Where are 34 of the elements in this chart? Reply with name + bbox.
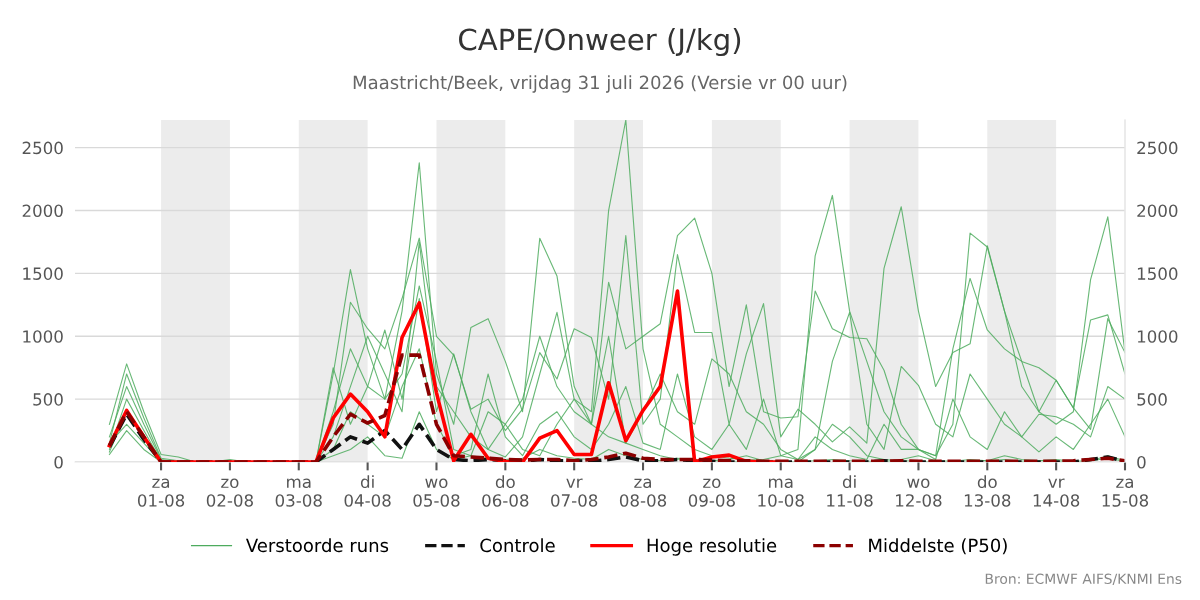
x-tick-label: vr 14-08	[1033, 478, 1080, 507]
x-tick-label: di 04-08	[344, 475, 391, 507]
y2-tick-label: 2500	[1137, 141, 1178, 155]
x-tick-label: do 13-08	[964, 475, 1011, 507]
x-tick-label: wo 05-08	[413, 478, 460, 507]
legend-label: Hoge resolutie	[647, 538, 777, 556]
chart-title: CAPE/Onweer (J/kg)	[459, 27, 741, 57]
chart-subtitle: Maastricht/Beek, vrijdag 31 juli 2026 (Versie vr 00 uur)	[353, 75, 847, 93]
y-tick-label: 0	[54, 455, 63, 469]
x-tick-label: ma 03-08	[275, 478, 322, 507]
y2-tick-label: 2000	[1137, 204, 1178, 218]
x-tick-label: do 06-08	[482, 475, 529, 507]
y-tick-label: 500	[33, 393, 63, 406]
legend-label: Verstoorde runs	[245, 538, 389, 553]
legend-label: Controle	[480, 538, 555, 553]
y2-tick-label: 500	[1137, 393, 1167, 406]
x-tick-label: ma 10-08	[758, 478, 804, 507]
y2-tick-label: 1500	[1137, 267, 1178, 280]
y-tick-label: 2000	[22, 204, 63, 218]
x-tick-label: za 01-08	[137, 478, 185, 507]
x-tick-label: zo 02-08	[206, 478, 253, 507]
y2-tick-label: 1000	[1137, 330, 1178, 343]
y-tick-label: 1500	[23, 267, 63, 280]
x-tick-label: wo 12-08	[896, 478, 942, 507]
x-tick-label: di 11-08	[827, 475, 873, 507]
y-tick-label: 1000	[23, 330, 63, 343]
legend-label: Middelste (P50)	[869, 538, 1007, 555]
x-tick-label: zo 09-08	[688, 478, 735, 507]
text: Bron: ECMWF AIFS/KNMI Ens	[985, 573, 1182, 586]
x-tick-label: za 15-08	[1102, 478, 1149, 507]
x-tick-label: za 08-08	[619, 478, 667, 507]
y-tick-label: 2500	[22, 141, 63, 155]
y2-tick-label: 0	[1137, 455, 1146, 469]
x-tick-label: vr 07-08	[551, 478, 598, 507]
